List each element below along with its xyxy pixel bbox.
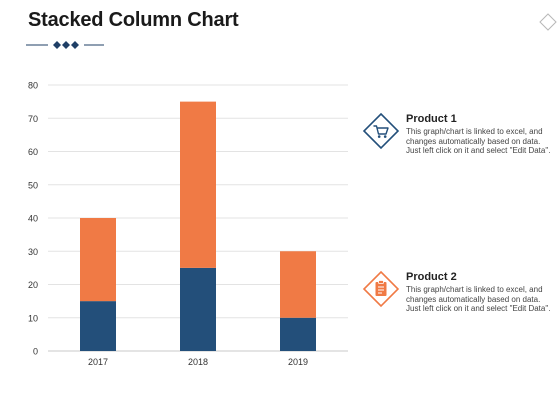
y-tick-label: 10 (28, 313, 38, 323)
legend-description: This graph/chart is linked to excel, and… (406, 285, 551, 313)
bar-segment-series-2-2019 (280, 251, 316, 318)
y-tick-label: 70 (28, 114, 38, 124)
y-tick-label: 60 (28, 147, 38, 157)
legend-title: Product 2 (406, 271, 457, 283)
y-tick-label: 80 (28, 81, 38, 91)
y-tick-label: 40 (28, 214, 38, 224)
x-tick-label: 2018 (188, 357, 208, 367)
x-tick-label: 2019 (288, 357, 308, 367)
bar-segment-series-2-2018 (180, 101, 216, 268)
title-underline-decoration (26, 41, 104, 49)
x-tick-label: 2017 (88, 357, 108, 367)
legend-title: Product 1 (406, 113, 457, 125)
page-title: Stacked Column Chart (28, 9, 239, 31)
bar-segment-series-1-2017 (80, 301, 116, 351)
bar-segment-series-2-2017 (80, 218, 116, 302)
y-tick-label: 20 (28, 280, 38, 290)
shopping-cart-icon (362, 112, 400, 150)
corner-diamond-icon (539, 13, 557, 31)
bar-segment-series-1-2019 (280, 317, 316, 351)
legend-description: This graph/chart is linked to excel, and… (406, 127, 551, 155)
bar-segment-series-1-2018 (180, 267, 216, 351)
y-tick-label: 50 (28, 180, 38, 190)
y-tick-label: 30 (28, 247, 38, 257)
y-tick-label: 0 (33, 347, 38, 357)
clipboard-icon (362, 270, 400, 308)
